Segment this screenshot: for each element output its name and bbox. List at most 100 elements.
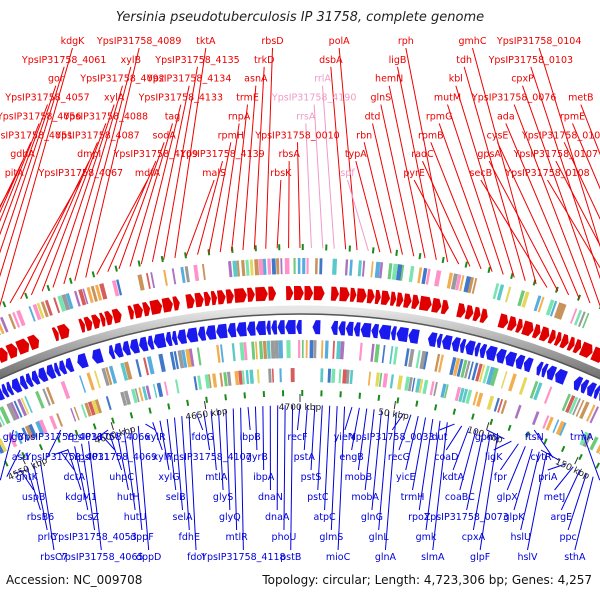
gene-leader-line bbox=[425, 420, 441, 531]
forward-gene-arrow bbox=[194, 292, 204, 308]
feature-band-segment bbox=[173, 351, 180, 370]
scale-tick-mark bbox=[574, 456, 579, 465]
gene-leader-line bbox=[388, 85, 426, 259]
feature-band-segment bbox=[472, 391, 479, 406]
gene-label: bcsZ bbox=[76, 512, 99, 523]
gene-leader-line bbox=[30, 142, 98, 296]
gene-label: fdhE bbox=[179, 532, 200, 543]
gene-label: sodA bbox=[153, 130, 177, 141]
feature-band-segment bbox=[35, 420, 45, 436]
gene-leader-line bbox=[109, 434, 123, 471]
reverse-gene-arrow bbox=[77, 352, 89, 369]
gene-leader-line bbox=[466, 431, 484, 511]
gene-label: YpsIP31758_0108 bbox=[504, 168, 589, 179]
feature-band-segment bbox=[344, 259, 349, 276]
gene-leader-line bbox=[472, 434, 491, 531]
gene-leader-line bbox=[254, 406, 258, 451]
gene-label: atpC bbox=[313, 512, 336, 523]
feature-band-segment bbox=[486, 395, 495, 411]
genome-summary-text: Topology: circular; Length: 4,723,306 bp… bbox=[262, 573, 592, 587]
feature-band-segment bbox=[163, 381, 169, 396]
feature-band-segment bbox=[220, 344, 224, 363]
forward-gene-arrow bbox=[547, 329, 556, 344]
gene-label: trkD bbox=[254, 55, 274, 66]
gene-label: malS bbox=[202, 168, 226, 179]
feature-band-segment bbox=[345, 369, 350, 384]
tick-mark bbox=[487, 266, 491, 274]
gene-label: fpr bbox=[494, 472, 507, 483]
forward-gene-arrow bbox=[464, 304, 474, 320]
gene-leader-line bbox=[0, 123, 40, 223]
feature-band-segment bbox=[319, 258, 323, 275]
tick-mark bbox=[452, 408, 457, 415]
feature-band-segment bbox=[57, 295, 67, 312]
gene-leader-line bbox=[60, 451, 75, 471]
reverse-gene-arrow bbox=[427, 332, 438, 347]
feature-band-segment bbox=[262, 340, 268, 359]
feature-band-segment bbox=[189, 348, 195, 367]
gene-label: hslV bbox=[517, 552, 538, 563]
gene-leader-line bbox=[505, 123, 580, 300]
feature-band-segment bbox=[471, 277, 478, 294]
reverse-gene-arrow bbox=[371, 323, 379, 339]
feature-band-segment bbox=[82, 288, 89, 305]
gene-label: selA bbox=[173, 512, 193, 523]
gene-leader-line bbox=[560, 469, 581, 511]
feature-band-segment bbox=[16, 309, 26, 327]
reverse-gene-arrow bbox=[139, 336, 149, 352]
gene-label: yieM bbox=[334, 432, 356, 443]
tick-mark bbox=[129, 412, 134, 419]
feature-band-segment bbox=[158, 353, 166, 373]
gene-leader-line bbox=[324, 405, 331, 511]
tick-mark bbox=[186, 399, 190, 406]
gene-leader-line bbox=[52, 104, 115, 288]
feature-band-segment bbox=[438, 354, 444, 373]
feature-band-segment bbox=[559, 422, 567, 436]
reverse-gene-arrow bbox=[236, 322, 247, 337]
gene-label: dsbA bbox=[319, 55, 343, 66]
gene-label: YpsIP31758_4056 bbox=[0, 111, 81, 122]
feature-band-segment bbox=[381, 345, 386, 364]
feature-band-segment bbox=[568, 396, 579, 415]
gene-label: pitA bbox=[5, 168, 24, 179]
feature-band-segment bbox=[284, 258, 290, 275]
tick-mark bbox=[137, 260, 141, 267]
scale-tick-mark bbox=[486, 422, 490, 431]
forward-gene-arrow bbox=[255, 286, 268, 302]
reverse-gene-arrow bbox=[312, 320, 321, 335]
feature-band-segment bbox=[455, 274, 462, 291]
forward-gene-arrow bbox=[203, 291, 211, 307]
gene-label: mobA bbox=[351, 492, 379, 503]
reverse-gene-arrow bbox=[205, 325, 217, 340]
feature-band-segment bbox=[93, 370, 101, 389]
feature-band-segment bbox=[407, 377, 413, 392]
gene-label: YpsIP31758_4010 bbox=[18, 432, 103, 443]
feature-band-segment bbox=[446, 272, 454, 289]
tick-mark bbox=[2, 301, 7, 308]
feature-band-segment bbox=[301, 340, 304, 359]
tick-mark bbox=[578, 453, 583, 461]
gene-leader-line bbox=[563, 142, 600, 220]
gene-leader-line bbox=[88, 441, 102, 551]
forward-gene-arrow bbox=[506, 316, 517, 331]
gene-leader-line bbox=[6, 449, 21, 477]
scale-tick-label: 150 kbp bbox=[553, 457, 591, 482]
tick-mark bbox=[68, 277, 73, 285]
feature-band-segment bbox=[13, 400, 23, 418]
feature-band-segment bbox=[44, 299, 53, 316]
gene-label: trmH bbox=[401, 492, 425, 503]
feature-band-segment bbox=[226, 371, 232, 386]
feature-band-segment bbox=[180, 266, 186, 284]
gene-leader-line bbox=[0, 104, 48, 236]
feature-band-segment bbox=[393, 346, 399, 365]
reverse-gene-arrow bbox=[54, 362, 62, 377]
forward-gene-arrow bbox=[403, 293, 412, 308]
gene-leader-line bbox=[459, 429, 477, 491]
feature-band-segment bbox=[411, 377, 416, 392]
feature-band-segment bbox=[197, 375, 203, 390]
forward-gene-arrow bbox=[531, 323, 541, 339]
gene-label: polA bbox=[329, 36, 350, 47]
forward-gene-arrow bbox=[456, 302, 466, 318]
gene-label: dtd bbox=[365, 111, 381, 122]
gene-leader-line bbox=[445, 425, 463, 451]
